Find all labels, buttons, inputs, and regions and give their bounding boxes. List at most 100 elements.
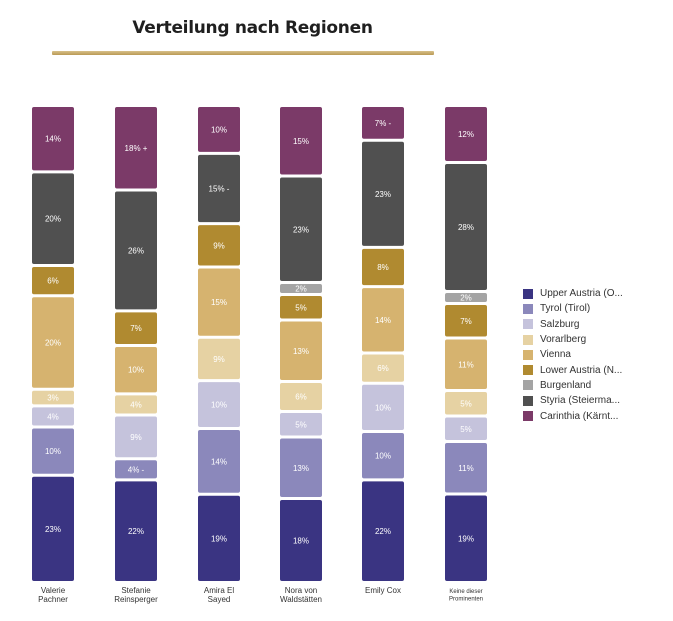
legend-label: Burgenland	[540, 379, 592, 391]
data-label: 23%	[293, 225, 309, 234]
legend-label: Vorarlberg	[540, 334, 587, 346]
data-label: 22%	[375, 527, 391, 536]
data-label: 10%	[375, 403, 391, 412]
bar-segment	[280, 383, 322, 410]
legend-item: Styria (Steierma...	[523, 393, 623, 408]
data-label: 12%	[458, 130, 474, 139]
data-label: 9%	[213, 241, 225, 250]
bar-segment	[280, 321, 322, 380]
bar-segment	[362, 141, 404, 246]
legend-item: Carinthia (Kärnt...	[523, 408, 623, 423]
data-label: 4%	[130, 400, 142, 409]
bar-segment	[198, 268, 240, 336]
data-label: 19%	[211, 534, 227, 543]
category-label-line: Pachner	[38, 595, 68, 604]
data-label: 7%	[460, 317, 472, 326]
bar-segment	[445, 443, 487, 493]
legend-item: Tyrol (Tirol)	[523, 301, 623, 316]
category-label-line: Nora von	[285, 586, 317, 595]
bar-segment	[362, 433, 404, 479]
data-label: 3%	[47, 394, 59, 403]
bar-segment	[115, 312, 157, 345]
bar-segment	[280, 438, 322, 497]
data-label: 2%	[295, 285, 307, 294]
category-label-line: Reinsperger	[114, 595, 158, 604]
bar-segment	[362, 248, 404, 286]
category-label-line: Amira El	[204, 586, 234, 595]
bar-segment	[198, 225, 240, 266]
data-label: 20%	[45, 339, 61, 348]
bar-segment	[32, 107, 74, 171]
bar-segment	[32, 173, 74, 265]
legend-swatch	[523, 411, 533, 422]
data-label: 14%	[45, 135, 61, 144]
data-label: 5%	[295, 303, 307, 312]
chart-title: Verteilung nach Regionen	[132, 18, 373, 38]
bar-segment	[32, 407, 74, 426]
bar-segment	[198, 429, 240, 493]
bar-segment	[362, 481, 404, 581]
bar-segment	[280, 500, 322, 581]
bar-segment	[32, 297, 74, 388]
bar-segment	[362, 384, 404, 431]
legend-label: Carinthia (Kärnt...	[540, 410, 619, 422]
data-label: 19%	[458, 534, 474, 543]
data-label: 9%	[130, 433, 142, 442]
legend-item: Salzburg	[523, 317, 623, 332]
legend-swatch	[523, 319, 533, 330]
data-label: 10%	[211, 401, 227, 410]
data-label: 5%	[460, 425, 472, 434]
data-label: 2%	[460, 294, 472, 303]
legend-label: Vienna	[540, 349, 571, 361]
bar-segment	[115, 460, 157, 479]
data-label: 23%	[375, 190, 391, 199]
data-label: 18%	[293, 537, 309, 546]
bar-segment	[362, 288, 404, 352]
category-label-line: Waldstätten	[280, 595, 322, 604]
legend-item: Burgenland	[523, 378, 623, 393]
data-label: 15%	[293, 137, 309, 146]
bar-segment	[445, 495, 487, 581]
legend-item: Vorarlberg	[523, 332, 623, 347]
bar-segment	[115, 107, 157, 189]
data-label: 18% +	[125, 144, 148, 153]
data-label: 15%	[211, 298, 227, 307]
category-label: Nora von Waldstätten	[280, 586, 322, 604]
data-label: 23%	[45, 525, 61, 534]
bar-segment	[32, 428, 74, 474]
legend-swatch	[523, 334, 533, 345]
data-label: 8%	[377, 263, 389, 272]
data-label: 28%	[458, 223, 474, 232]
bar-segment	[362, 107, 404, 139]
bar-segment	[198, 495, 240, 581]
legend-item: Upper Austria (O...	[523, 286, 623, 301]
data-label: 6%	[47, 277, 59, 286]
legend-item: Lower Austria (N...	[523, 362, 623, 377]
data-label: 4% -	[128, 465, 145, 474]
data-label: 14%	[211, 457, 227, 466]
legend-swatch	[523, 380, 533, 391]
data-label: 10%	[375, 452, 391, 461]
data-label: 15% -	[209, 184, 230, 193]
category-label-line: Sayed	[208, 595, 231, 604]
bar-segment	[362, 354, 404, 382]
bar-segment	[445, 339, 487, 389]
legend-swatch	[523, 288, 533, 299]
category-label-line: Prominenten	[449, 597, 483, 603]
legend-swatch	[523, 395, 533, 406]
bar-segment	[280, 107, 322, 175]
legend-label: Styria (Steierma...	[540, 395, 621, 407]
bar-segment	[445, 417, 487, 440]
bar-segment	[115, 191, 157, 310]
data-label: 22%	[128, 527, 144, 536]
data-label: 7%	[130, 324, 142, 333]
category-label-line: Emily Cox	[365, 586, 401, 595]
bar-segment	[198, 338, 240, 380]
bar-segment	[115, 481, 157, 581]
bar-segment	[445, 392, 487, 415]
bar-segment	[115, 395, 157, 414]
data-label: 11%	[458, 360, 473, 369]
title-underline	[52, 51, 434, 55]
data-label: 13%	[293, 464, 309, 473]
